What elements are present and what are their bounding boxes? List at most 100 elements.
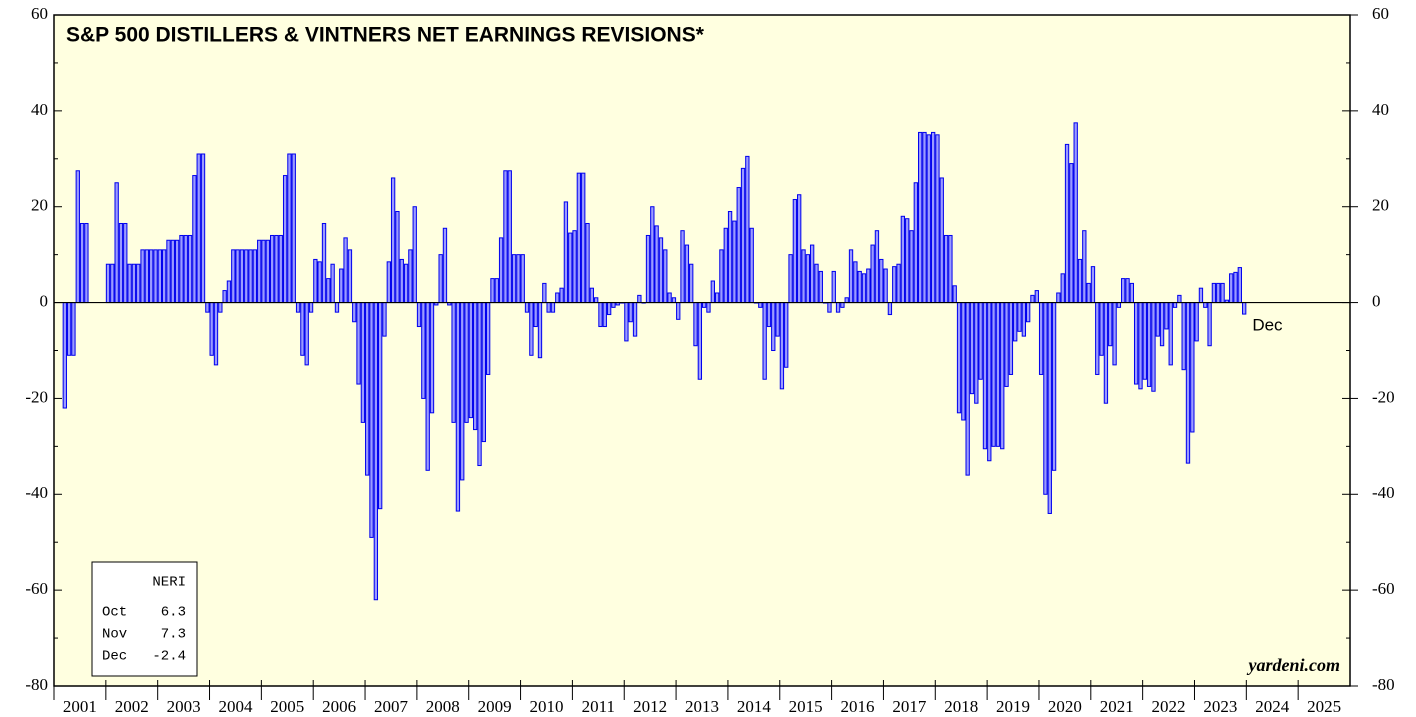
plot-frame [53, 14, 1351, 687]
bar [1216, 282, 1221, 304]
x-tick-label: 2011 [582, 697, 615, 716]
bar [1103, 302, 1109, 404]
bar [149, 249, 154, 304]
bar [559, 287, 564, 304]
y-tick-label: 0 [40, 291, 49, 310]
bar [416, 302, 422, 328]
y-tick-label: 40 [31, 100, 48, 119]
x-tick-label: 2001 [63, 697, 97, 716]
bar [840, 302, 845, 308]
bar [1056, 292, 1061, 304]
bar [421, 302, 426, 399]
bar [110, 263, 115, 304]
bar [594, 297, 599, 304]
bar [79, 222, 85, 304]
bar [75, 170, 80, 304]
bar [438, 254, 443, 304]
bar [723, 227, 728, 304]
bar [170, 239, 175, 304]
bar [905, 218, 910, 304]
bar [520, 254, 525, 304]
bar [1090, 266, 1096, 304]
bar [758, 302, 763, 308]
bar [1060, 273, 1065, 304]
bar [1030, 294, 1035, 304]
bar [1116, 302, 1122, 308]
x-tick-label: 2005 [270, 697, 304, 716]
bar [252, 249, 258, 304]
bar [382, 302, 387, 337]
bar [179, 234, 184, 304]
bar [144, 249, 150, 304]
bar [498, 237, 504, 304]
bar [1151, 302, 1156, 392]
bar [809, 244, 815, 304]
bar [218, 302, 223, 313]
bar [1000, 302, 1005, 450]
bar [848, 249, 854, 304]
bar [118, 222, 124, 304]
bar [632, 302, 638, 337]
y-tick-label: -60 [25, 579, 48, 598]
chart-title: S&P 500 DISTILLERS & VINTNERS NET EARNIN… [66, 24, 705, 47]
legend-row-label: Nov [102, 627, 127, 643]
bar [408, 249, 413, 304]
x-tick-label: 2021 [1100, 697, 1134, 716]
y-tick-label: -40 [25, 483, 48, 502]
bar [205, 302, 210, 313]
bar [689, 263, 694, 304]
bar [390, 177, 396, 304]
bar [805, 254, 810, 304]
bar [922, 131, 927, 304]
bar [628, 302, 633, 323]
bar [321, 222, 327, 304]
bar [339, 268, 344, 304]
bar [1181, 302, 1186, 371]
bar [507, 170, 512, 304]
x-tick-label: 2015 [789, 697, 823, 716]
bar [1069, 163, 1074, 304]
bar [546, 302, 551, 313]
y2-tick-label: -80 [1372, 675, 1395, 694]
bar [1242, 302, 1247, 315]
bar [732, 220, 737, 304]
bar [473, 302, 478, 431]
bar [62, 302, 67, 409]
bar [313, 258, 318, 304]
bar [1125, 278, 1130, 304]
legend-row-value: -2.4 [152, 649, 186, 665]
bar [270, 234, 275, 304]
bar [127, 263, 132, 304]
bar [1095, 302, 1100, 375]
x-tick-label: 2002 [115, 697, 149, 716]
bar [663, 249, 668, 304]
bar [494, 278, 499, 304]
bar [1233, 271, 1238, 304]
bar [136, 263, 141, 304]
bar [1138, 302, 1143, 390]
bar [749, 227, 754, 304]
bar [200, 153, 206, 304]
bar [788, 254, 793, 304]
bar [572, 230, 577, 304]
bar [161, 249, 167, 304]
bar [326, 278, 331, 304]
y-tick-label: -20 [25, 387, 48, 406]
bar [684, 244, 690, 304]
legend-row-value: 7.3 [161, 627, 186, 643]
y2-tick-label: 0 [1372, 291, 1381, 310]
y2-tick-label: 60 [1372, 4, 1389, 23]
bar [879, 258, 884, 304]
bar [965, 302, 970, 476]
bar [775, 302, 780, 337]
bar [650, 206, 655, 304]
bar [378, 302, 383, 510]
bar [1051, 302, 1057, 471]
bar [969, 302, 975, 395]
bar [244, 249, 249, 304]
bar [710, 280, 715, 304]
bar [287, 153, 292, 304]
bar [987, 302, 992, 462]
x-tick-label: 2003 [167, 697, 201, 716]
legend-box: NERI Oct Nov Dec 6.3 7.3 -2.4 [91, 561, 198, 677]
